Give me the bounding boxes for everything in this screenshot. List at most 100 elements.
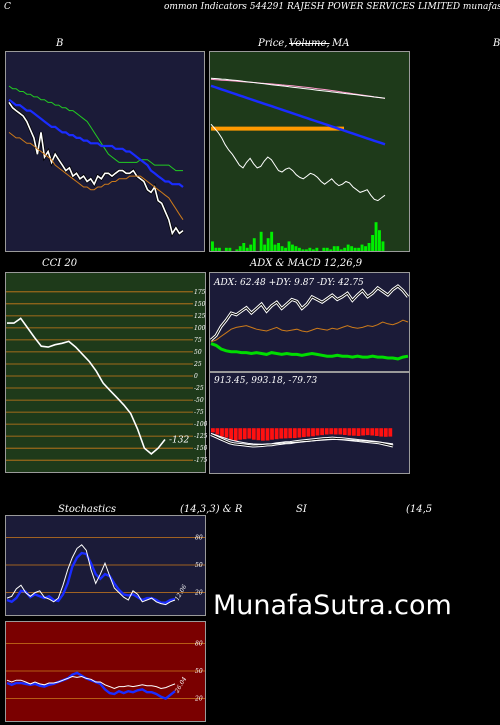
panel-stoch-params: (14,3,3) & R [180,504,243,515]
macd-histogram-bar [347,428,352,436]
macd-histogram-bar [383,428,388,437]
macd-panel: 913.45, 993.18, -79.73 [209,372,410,474]
volume-bar [350,246,354,251]
osc-smooth-line [6,551,176,604]
volume-bar [266,238,270,251]
macd-histogram-bar [306,428,311,437]
adx-panel: ADX: 62.48 +DY: 9.87 -DY: 42.75 [209,272,410,372]
volume-bar [235,249,239,251]
osc-smooth-line [6,671,176,700]
volume-bar [284,247,287,251]
volume-bar [311,249,315,251]
macd-histogram-bar [283,428,288,439]
volume-bar [228,247,232,251]
volume-bar [308,247,312,251]
osc-tick-label: 80 [195,640,203,647]
header-title-text: ommon Indicators 544291 RAJESH POWER SER… [164,2,500,12]
volume-bar [298,247,301,251]
volume-bar [277,243,280,251]
volume-bar [322,247,326,251]
macd-histogram-bar [315,428,320,436]
macd-histogram-bar [370,428,375,436]
macd-signal-line [210,432,394,445]
volume-bar [357,247,361,251]
volume-bar [249,244,253,251]
macd-histogram-bar [274,428,279,440]
macd-histogram-bar [320,428,324,436]
osc-tick-label: 50 [195,562,203,569]
macd-histogram-bar [361,428,365,436]
volume-bar [294,246,298,251]
volume-bar [371,235,374,251]
macd-histogram-bar [256,428,261,441]
volume-bar [245,247,249,251]
header-letter: C [4,2,11,12]
cci-tick-label: -175 [194,457,207,464]
macd-histogram-bar [338,428,343,435]
cci-panel: 175 150 125 100 75 50 25 0 -25 -50 -75 -100 -125 -150… [5,272,207,473]
macd-histogram-bar [379,428,384,437]
volume-bar [343,247,347,251]
cci-line [7,317,166,455]
volume-bar [353,247,357,251]
cci-tick-label: 50 [194,349,202,356]
volume-bar [259,231,263,251]
panel-price-edge-letter: B [493,38,500,49]
panel-rsi-params: (14,5 [406,504,433,515]
macd-histogram-bar [270,428,274,440]
macd-histogram-bar [265,428,270,441]
volume-bar [270,231,274,251]
osc-raw-line [6,675,176,690]
volume-bar [332,246,336,251]
volume-bar [287,241,291,251]
volume-bar [301,249,305,251]
macd-histogram-bar [388,428,393,437]
volume-bar [336,246,340,251]
adx-values-label: ADX: 62.48 +DY: 9.87 -DY: 42.75 [213,278,364,288]
macd-histogram-bar [324,428,329,435]
macd-values-label: 913.45, 993.18, -79.73 [214,376,318,386]
macd-histogram-bar [292,428,297,439]
b-series-2 [8,101,184,236]
macd-histogram-bar [374,428,379,436]
macd-histogram-bar [220,428,224,437]
osc-tick-label: 80 [195,534,203,541]
cci-tick-label: 175 [194,289,206,296]
panel-b-title: B [56,38,64,49]
macd-histogram-bar [229,428,233,440]
macd-histogram-bar [311,428,315,437]
cci-last-value: -132 [169,436,189,446]
macd-histogram-bar [261,428,265,441]
osc-tick-label: 50 [195,668,203,675]
volume-bar [325,247,329,251]
macd-histogram-bar [211,428,215,433]
price-ma-1 [210,77,386,99]
panel-cci-title: CCI 20 [42,258,78,269]
adx-plus-line [210,342,409,361]
volume-bar [381,241,385,251]
osc-tick-label: 20 [194,590,203,597]
volume-bar [273,244,277,251]
macd-histogram-bar [224,428,229,438]
b-series-0 [8,85,183,172]
macd-histogram-bar [288,428,293,439]
volume-bar [291,244,294,251]
panel-rsi-title: SI [296,504,307,515]
volume-bar [378,230,381,251]
volume-bar [367,243,371,251]
cci-tick-label: -25 [194,385,204,392]
cci-tick-label: 0 [194,373,198,380]
volume-bar [238,246,242,251]
macd-histogram-bar [302,428,306,438]
macd-histogram-bar [352,428,356,436]
cci-tick-label: -75 [194,409,204,416]
price-ma-blue [210,84,386,146]
cci-tick-label: -50 [194,397,204,404]
cci-tick-label: -125 [194,433,207,440]
cci-tick-label: 150 [194,301,206,308]
volume-bar [214,247,218,251]
volume-bar [305,249,308,251]
macd-histogram-bar [365,428,370,436]
price-close-line [210,123,386,202]
